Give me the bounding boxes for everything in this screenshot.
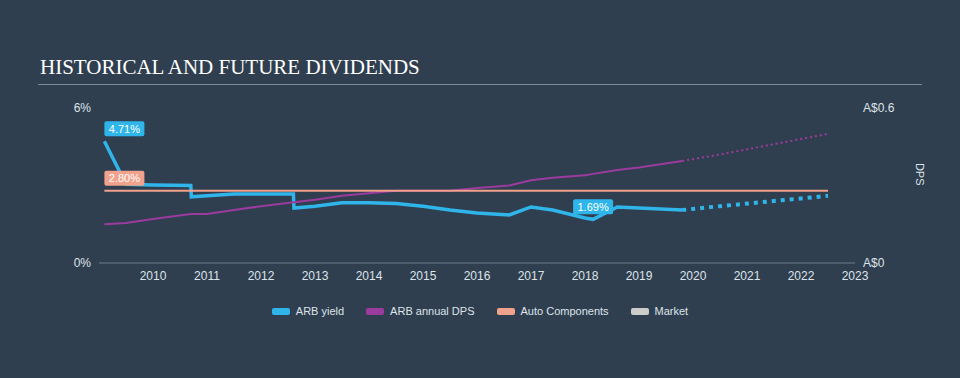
svg-text:2018: 2018 <box>572 269 599 283</box>
svg-text:6%: 6% <box>74 101 92 115</box>
html-text:ARB yield: ARB yield <box>295 305 345 317</box>
html-text:Market: Market <box>654 305 689 317</box>
svg-text:1.69%: 1.69% <box>577 201 608 213</box>
svg-text:A$0: A$0 <box>863 256 885 270</box>
svg-text:A$0.6: A$0.6 <box>863 101 895 115</box>
svg-text:2013: 2013 <box>302 269 329 283</box>
svg-text:DPS: DPS <box>914 163 926 186</box>
svg-text:2021: 2021 <box>734 269 761 283</box>
html-text:ARB annual DPS: ARB annual DPS <box>390 305 475 317</box>
html-text:HISTORICAL AND FUTURE DIVIDEND: HISTORICAL AND FUTURE DIVIDENDS <box>40 55 420 79</box>
svg-text:2016: 2016 <box>464 269 491 283</box>
svg-text:2017: 2017 <box>518 269 545 283</box>
svg-text:2014: 2014 <box>356 269 383 283</box>
svg-text:2012: 2012 <box>248 269 275 283</box>
html-text:Auto Components: Auto Components <box>520 305 609 317</box>
svg-text:2020: 2020 <box>680 269 707 283</box>
svg-text:2011: 2011 <box>194 269 220 283</box>
svg-text:2019: 2019 <box>626 269 653 283</box>
svg-text:2015: 2015 <box>410 269 437 283</box>
svg-text:2.80%: 2.80% <box>109 172 140 184</box>
svg-text:0%: 0% <box>74 256 92 270</box>
svg-text:4.71%: 4.71% <box>109 123 140 135</box>
svg-text:2023: 2023 <box>842 269 869 283</box>
svg-text:2010: 2010 <box>140 269 167 283</box>
svg-text:2022: 2022 <box>788 269 815 283</box>
